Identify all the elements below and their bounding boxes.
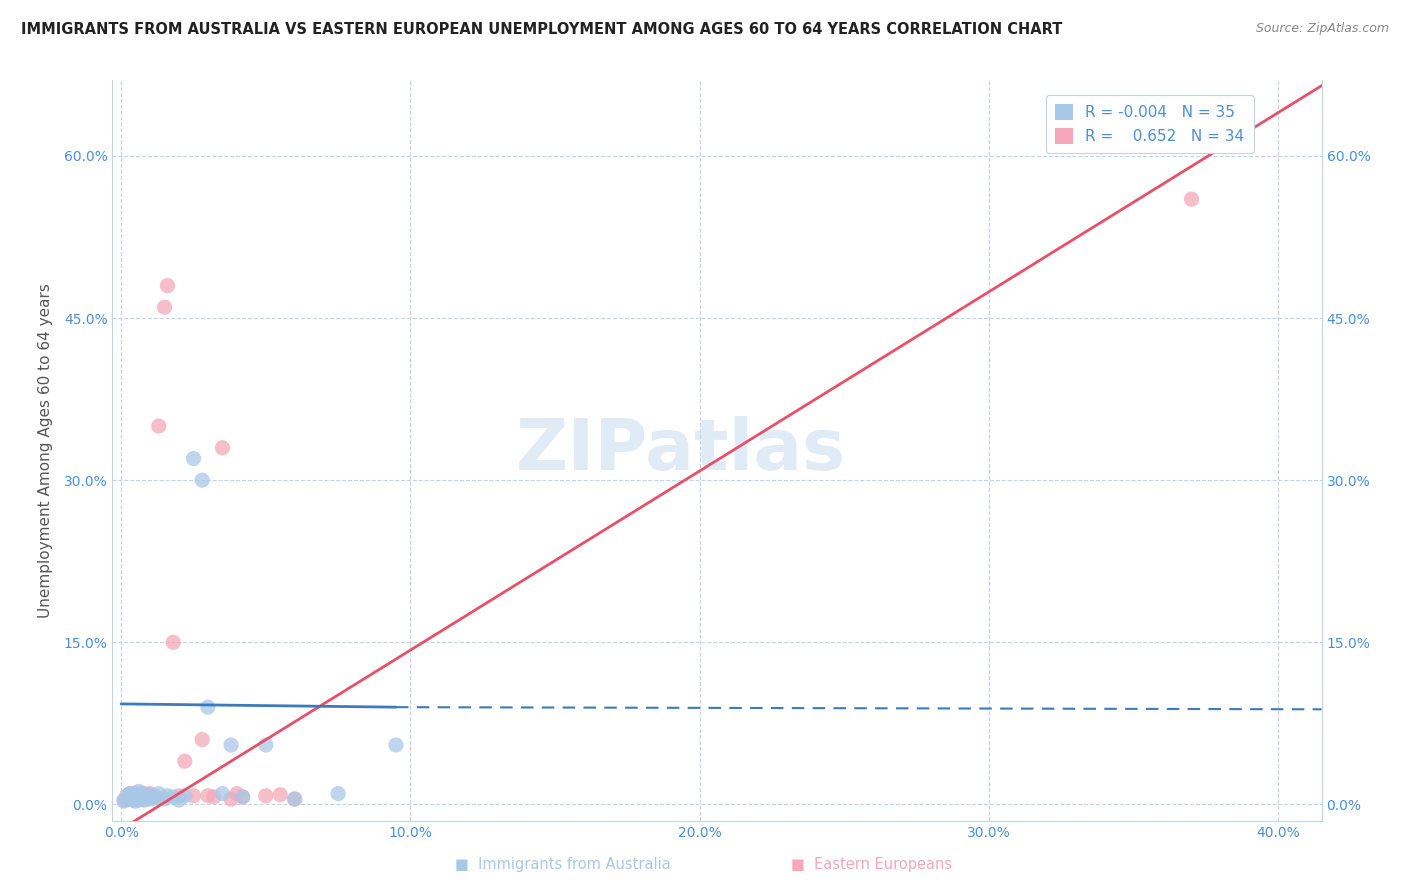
Point bbox=[128, 789, 150, 804]
Point bbox=[156, 278, 179, 293]
Point bbox=[115, 792, 138, 806]
Point bbox=[284, 792, 307, 806]
Point bbox=[131, 791, 153, 805]
Legend: R = -0.004   N = 35, R =    0.652   N = 34: R = -0.004 N = 35, R = 0.652 N = 34 bbox=[1046, 95, 1254, 153]
Point bbox=[124, 791, 146, 805]
Point bbox=[211, 787, 233, 801]
Point bbox=[115, 792, 138, 806]
Point bbox=[269, 788, 291, 802]
Point bbox=[121, 789, 143, 803]
Point bbox=[145, 789, 167, 804]
Point bbox=[139, 791, 162, 805]
Point bbox=[121, 789, 143, 804]
Point bbox=[167, 789, 190, 803]
Point bbox=[118, 792, 141, 806]
Point bbox=[112, 793, 135, 807]
Point bbox=[197, 789, 219, 803]
Point bbox=[254, 789, 277, 803]
Point bbox=[134, 787, 156, 801]
Point bbox=[134, 793, 156, 807]
Point bbox=[183, 451, 205, 466]
Point bbox=[139, 792, 162, 806]
Point bbox=[173, 789, 195, 803]
Point bbox=[145, 791, 167, 805]
Point bbox=[219, 738, 242, 752]
Point bbox=[153, 792, 176, 806]
Text: ZIPatlas: ZIPatlas bbox=[516, 416, 846, 485]
Point bbox=[115, 789, 138, 803]
Point bbox=[211, 441, 233, 455]
Point bbox=[219, 792, 242, 806]
Point bbox=[162, 789, 184, 804]
Point bbox=[225, 787, 247, 801]
Point bbox=[124, 792, 146, 806]
Point bbox=[153, 300, 176, 314]
Point bbox=[124, 794, 146, 808]
Text: Source: ZipAtlas.com: Source: ZipAtlas.com bbox=[1256, 22, 1389, 36]
Point bbox=[162, 635, 184, 649]
Point bbox=[156, 789, 179, 803]
Point bbox=[326, 787, 349, 801]
Point bbox=[118, 787, 141, 801]
Point bbox=[148, 787, 170, 801]
Point bbox=[173, 754, 195, 768]
Point bbox=[254, 738, 277, 752]
Point bbox=[118, 791, 141, 805]
Point bbox=[136, 789, 159, 804]
Point bbox=[232, 789, 254, 804]
Point bbox=[142, 789, 165, 803]
Text: IMMIGRANTS FROM AUSTRALIA VS EASTERN EUROPEAN UNEMPLOYMENT AMONG AGES 60 TO 64 Y: IMMIGRANTS FROM AUSTRALIA VS EASTERN EUR… bbox=[21, 22, 1063, 37]
Point bbox=[121, 793, 143, 807]
Point bbox=[385, 738, 408, 752]
Text: ■  Eastern Europeans: ■ Eastern Europeans bbox=[792, 857, 952, 872]
Point bbox=[284, 792, 307, 806]
Point bbox=[112, 794, 135, 808]
Point bbox=[202, 789, 225, 804]
Point bbox=[197, 700, 219, 714]
Point bbox=[128, 789, 150, 803]
Point bbox=[131, 787, 153, 801]
Point bbox=[167, 793, 190, 807]
Point bbox=[124, 787, 146, 801]
Point bbox=[191, 473, 214, 487]
Point bbox=[139, 787, 162, 801]
Point bbox=[183, 789, 205, 803]
Point bbox=[134, 792, 156, 806]
Point bbox=[118, 787, 141, 801]
Text: ■  Immigrants from Australia: ■ Immigrants from Australia bbox=[454, 857, 671, 872]
Point bbox=[148, 419, 170, 434]
Point bbox=[128, 793, 150, 807]
Point bbox=[191, 732, 214, 747]
Point bbox=[139, 788, 162, 802]
Point bbox=[232, 789, 254, 804]
Y-axis label: Unemployment Among Ages 60 to 64 years: Unemployment Among Ages 60 to 64 years bbox=[38, 283, 52, 618]
Point bbox=[128, 784, 150, 798]
Point bbox=[115, 789, 138, 803]
Point bbox=[131, 792, 153, 806]
Point bbox=[1180, 192, 1202, 206]
